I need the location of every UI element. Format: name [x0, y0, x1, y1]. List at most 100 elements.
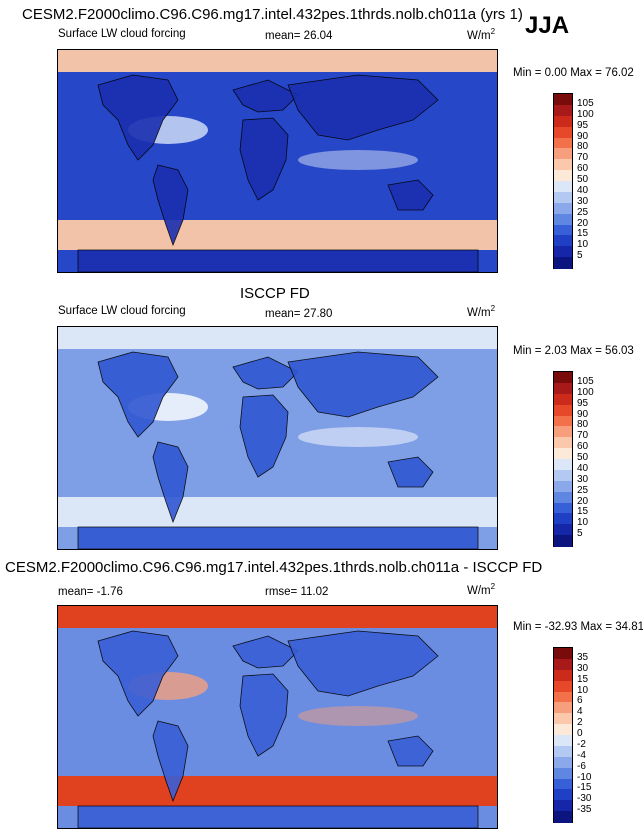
colorbar-segment [554, 382, 572, 395]
continent-outline [287, 351, 439, 418]
colorbar-segment [554, 658, 572, 671]
panel-1-colorbar: 105 100 95 90 80 70 60 50 40 30 25 20 15 10 5 [553, 93, 633, 269]
colorbar-label: 95 [577, 397, 589, 409]
colorbar-label: 90 [577, 130, 589, 142]
panel-1-variable: Surface LW cloud forcing [58, 28, 186, 40]
colorbar-segment [554, 426, 572, 438]
colorbar-segment [554, 235, 572, 247]
colorbar-segment [554, 524, 572, 536]
colorbar-label: -4 [577, 749, 586, 761]
colorbar-label: 90 [577, 408, 589, 420]
colorbar-label: 80 [577, 141, 589, 153]
colorbar-label: 4 [577, 706, 583, 718]
colorbar-swatches [553, 93, 573, 269]
colorbar-segment [554, 393, 572, 406]
panel-2-variable: Surface LW cloud forcing [58, 305, 186, 317]
colorbar-segment [554, 415, 572, 427]
colorbar-segment [554, 789, 572, 801]
colorbar-segment [554, 735, 572, 747]
colorbar-segment [554, 137, 572, 149]
colorbar-label: 40 [577, 184, 589, 196]
panel-1-minmax: Min = 0.00 Max = 76.02 [513, 67, 634, 79]
colorbar-segment [554, 535, 572, 547]
southern-band [58, 497, 497, 527]
colorbar-segment [554, 202, 572, 215]
colorbar-label: -2 [577, 738, 586, 750]
colorbar-segment [554, 257, 572, 269]
colorbar-label: 0 [577, 728, 583, 739]
colorbar-segment [554, 648, 572, 660]
colorbar-segment [554, 513, 572, 525]
continent-outline [232, 356, 299, 390]
colorbar-segment [554, 126, 572, 138]
colorbar-segment [554, 437, 572, 449]
colorbar-label: 20 [577, 217, 589, 229]
colorbar-segment [554, 404, 572, 416]
continent-outline [239, 117, 289, 201]
panel-2-unit: W/m2 [467, 304, 496, 319]
colorbar-label: 25 [577, 484, 589, 496]
colorbar-segment [554, 702, 572, 714]
field-highlight [298, 150, 418, 170]
colorbar-segment [554, 115, 572, 128]
colorbar-label: 6 [577, 695, 583, 707]
colorbar-segment [554, 181, 572, 193]
colorbar-label: 40 [577, 462, 589, 474]
colorbar-label: 105 [577, 97, 594, 109]
colorbar-label: 35 [577, 651, 589, 663]
panel-2-map [57, 326, 498, 550]
colorbar-segment [554, 469, 572, 482]
panel-3-colorbar: 35 30 15 10 6 4 2 0 -2 -4 -6 -10 -15 -30 -35 [553, 647, 633, 823]
colorbar-label: 30 [577, 473, 589, 485]
field-highlight [298, 706, 418, 726]
colorbar-segment [554, 148, 572, 160]
colorbar-label: 70 [577, 430, 589, 442]
colorbar-segment [554, 104, 572, 117]
colorbar-label: 10 [577, 517, 589, 529]
colorbar-label: 10 [577, 239, 589, 251]
colorbar-label: 60 [577, 441, 589, 453]
continent-outline [387, 179, 434, 211]
continent-outline [287, 74, 439, 141]
colorbar-label: 50 [577, 174, 589, 185]
panel-1-unit: W/m2 [467, 27, 496, 42]
continent-outline [97, 351, 179, 438]
continent-outline [232, 79, 299, 113]
colorbar-segment [554, 811, 572, 823]
colorbar-label: 15 [577, 228, 589, 240]
colorbar-label: 30 [577, 195, 589, 207]
southern-band [58, 776, 497, 806]
colorbar-label: 5 [577, 528, 583, 540]
colorbar-label: 10 [577, 684, 589, 696]
colorbar-label: -6 [577, 760, 586, 772]
colorbar-label: 15 [577, 506, 589, 518]
colorbar-segment [554, 778, 572, 790]
panel-3-unit: W/m2 [467, 582, 496, 597]
colorbar-segment [554, 691, 572, 703]
colorbar-segment [554, 246, 572, 258]
continent-outline [239, 394, 289, 478]
colorbar-segment [554, 669, 572, 682]
continent-outline [152, 164, 189, 247]
colorbar-label: -15 [577, 782, 592, 794]
colorbar-segment [554, 224, 572, 236]
colorbar-segment [554, 372, 572, 384]
colorbar-label: 95 [577, 119, 589, 131]
colorbar-label: 100 [577, 108, 594, 120]
colorbar-label: -30 [577, 793, 592, 805]
field-highlight [298, 427, 418, 447]
panel-2-colorbar: 105 100 95 90 80 70 60 50 40 30 25 20 15 10 5 [553, 371, 633, 547]
colorbar-segment [554, 767, 572, 779]
northern-band [58, 606, 497, 628]
continent-outline [97, 630, 179, 717]
colorbar-segment [554, 448, 572, 460]
continent-outline [152, 720, 189, 803]
panel-3-mean: mean= -1.76 [58, 586, 123, 598]
colorbar-segment [554, 713, 572, 725]
colorbar-label: 2 [577, 717, 583, 729]
colorbar-segment [554, 756, 572, 769]
continent-outline [232, 635, 299, 669]
southern-band [58, 220, 497, 250]
continent-outline [77, 805, 479, 828]
colorbar-swatches [553, 647, 573, 823]
